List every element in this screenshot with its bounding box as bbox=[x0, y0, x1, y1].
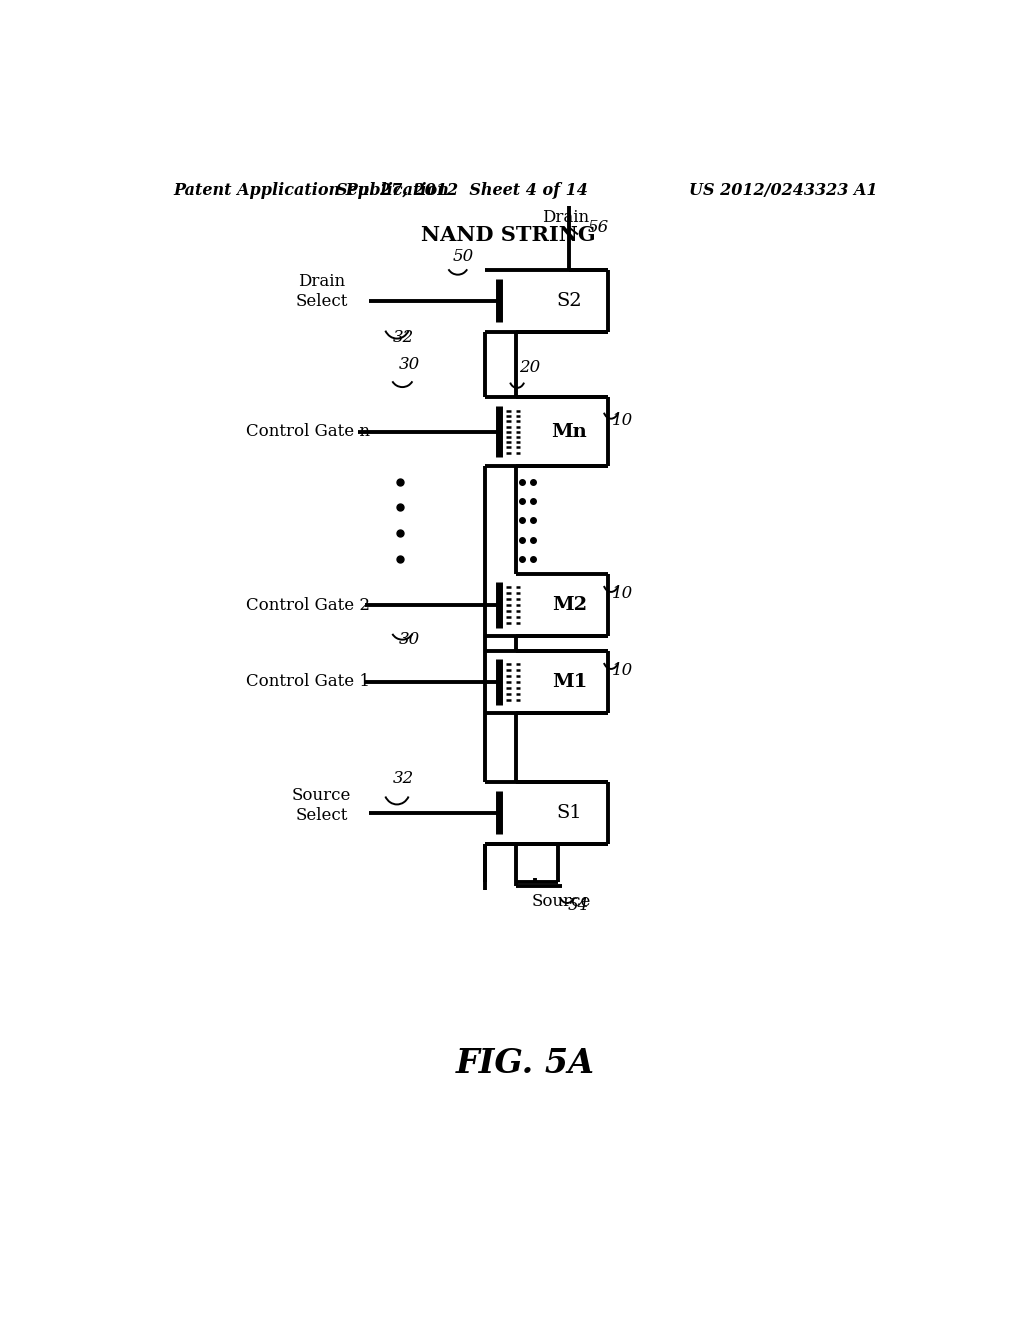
Text: S2: S2 bbox=[557, 292, 583, 310]
Text: Control Gate 1: Control Gate 1 bbox=[246, 673, 370, 690]
Text: Source
Select: Source Select bbox=[292, 787, 351, 824]
Text: M1: M1 bbox=[552, 673, 587, 690]
Text: M2: M2 bbox=[552, 597, 587, 614]
Text: US 2012/0243323 A1: US 2012/0243323 A1 bbox=[689, 182, 878, 199]
Text: Mn: Mn bbox=[552, 422, 588, 441]
Text: Drain: Drain bbox=[542, 209, 589, 226]
Text: 32: 32 bbox=[392, 770, 414, 787]
Text: S1: S1 bbox=[557, 804, 583, 822]
Text: 30: 30 bbox=[398, 631, 420, 648]
Text: 10: 10 bbox=[611, 412, 633, 429]
Text: 56: 56 bbox=[587, 219, 608, 236]
Text: Control Gate 2: Control Gate 2 bbox=[246, 597, 370, 614]
Text: 50: 50 bbox=[453, 248, 474, 265]
Text: 10: 10 bbox=[611, 661, 633, 678]
Text: Control Gate n: Control Gate n bbox=[246, 424, 370, 441]
Text: FIG. 5A: FIG. 5A bbox=[456, 1047, 594, 1080]
Text: Patent Application Publication: Patent Application Publication bbox=[173, 182, 449, 199]
Text: 10: 10 bbox=[611, 585, 633, 602]
Text: 20: 20 bbox=[518, 359, 540, 376]
Text: Source: Source bbox=[532, 892, 592, 909]
Text: 32: 32 bbox=[392, 329, 414, 346]
Text: Sep. 27, 2012  Sheet 4 of 14: Sep. 27, 2012 Sheet 4 of 14 bbox=[336, 182, 588, 199]
Text: 30: 30 bbox=[398, 356, 420, 374]
Text: 54: 54 bbox=[568, 896, 589, 913]
Text: NAND STRING: NAND STRING bbox=[421, 226, 595, 246]
Text: Drain
Select: Drain Select bbox=[295, 273, 348, 310]
